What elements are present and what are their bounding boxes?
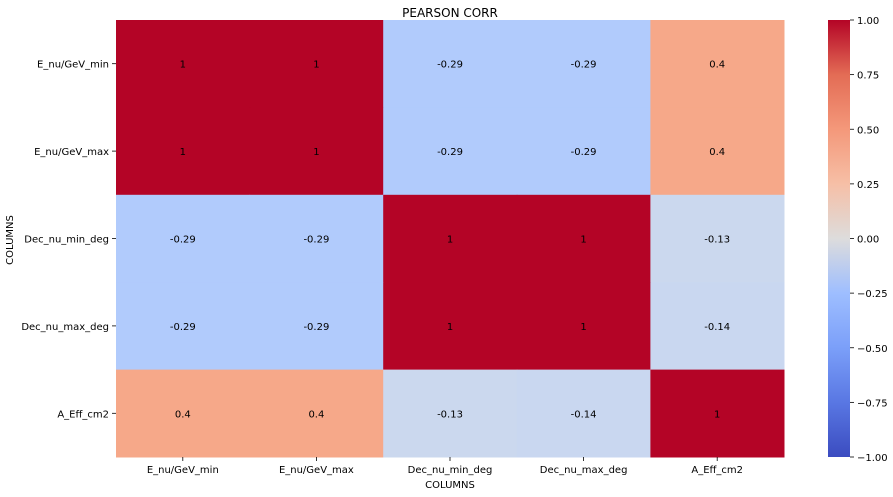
cell-value-label-r4-c3: -0.14	[571, 409, 597, 420]
heatmap-cell-r0-c4	[650, 20, 785, 108]
heatmap-cell-r2-c4	[650, 194, 785, 283]
colorbar-tick-label: −0.25	[857, 289, 888, 300]
x-tick-label: Dec_nu_max_deg	[540, 465, 628, 476]
y-tick-label: A_Eff_cm2	[57, 409, 109, 420]
heatmap-cell-r4-c2	[383, 369, 518, 458]
cell-value-label-r1-c4: 0.4	[709, 147, 725, 158]
y-tick-label: E_nu/GeV_max	[34, 147, 109, 158]
heatmap-cell-r2-c0	[116, 194, 251, 283]
heatmap-cell-r4-c0	[116, 369, 251, 458]
y-tick-label: Dec_nu_max_deg	[21, 322, 109, 333]
cell-value-label-r4-c2: -0.13	[437, 409, 463, 420]
heatmap-cell-r3-c1	[249, 282, 384, 371]
cell-value-label-r0-c0: 1	[180, 60, 186, 71]
heatmap-cell-r2-c1	[249, 194, 384, 283]
heatmap-cell-r0-c1	[249, 20, 384, 108]
heatmap-cell-r1-c1	[249, 107, 384, 196]
heatmap-cell-r3-c3	[516, 282, 651, 371]
heatmap-cell-r0-c3	[516, 20, 651, 108]
colorbar-tick-label: 0.00	[857, 235, 879, 246]
heatmap-cell-r2-c3	[516, 194, 651, 283]
y-axis-ticks: E_nu/GeV_min E_nu/GeV_max Dec_nu_min_deg De…	[21, 60, 116, 420]
colorbar-tick-label: 0.25	[857, 180, 879, 191]
heatmap-cell-r3-c2	[383, 282, 518, 371]
y-axis-label: COLUMNS	[5, 215, 16, 265]
colorbar-tick-label: −0.75	[857, 398, 888, 409]
colorbar-tick-label: 0.50	[857, 125, 879, 136]
cell-value-label-r2-c0: -0.29	[170, 235, 196, 246]
cell-value-label-r4-c1: 0.4	[308, 409, 324, 420]
cell-value-label-r1-c1: 1	[313, 147, 319, 158]
x-tick-label: Dec_nu_min_deg	[408, 465, 493, 476]
heatmap-cell-r4-c3	[516, 369, 651, 458]
cell-value-label-r1-c0: 1	[180, 147, 186, 158]
colorbar-tick-label: 1.00	[857, 16, 879, 27]
x-axis-label: COLUMNS	[425, 480, 475, 491]
cell-value-label-r0-c3: -0.29	[571, 60, 597, 71]
cell-value-label-r0-c4: 0.4	[709, 60, 725, 71]
x-axis-ticks: E_nu/GeV_min E_nu/GeV_max Dec_nu_min_deg De…	[147, 457, 743, 476]
cell-value-label-r2-c3: 1	[580, 235, 586, 246]
cell-value-label-r3-c2: 1	[447, 322, 453, 333]
heatmap-cell-r4-c1	[249, 369, 384, 458]
colorbar-ticks: 1.00 0.75 0.50 0.25 0.00 −0.25 −0.50 −0.75 −1.00	[850, 16, 888, 464]
x-tick-label: E_nu/GeV_max	[279, 465, 354, 476]
colorbar-tick-label: −1.00	[857, 453, 888, 464]
x-tick-label: E_nu/GeV_min	[147, 465, 219, 476]
heatmap-cell-r1-c2	[383, 107, 518, 196]
heatmap-cell-r3-c0	[116, 282, 251, 371]
x-tick-label: A_Eff_cm2	[691, 465, 743, 476]
cell-value-label-r3-c1: -0.29	[303, 322, 329, 333]
heatmap-cell-r0-c2	[383, 20, 518, 108]
cell-value-label-r2-c2: 1	[447, 235, 453, 246]
cell-value-label-r4-c4: 1	[714, 409, 720, 420]
cell-value-label-r2-c4: -0.13	[704, 235, 730, 246]
chart-title: PEARSON CORR	[402, 6, 498, 20]
colorbar	[828, 20, 850, 457]
cell-value-label-r0-c1: 1	[313, 60, 319, 71]
cell-value-label-r0-c2: -0.29	[437, 60, 463, 71]
heatmap-cell-labels: 1 1 -0.29 -0.29 0.4 1 1 -0.29 -0.29 0.4 -0.29 -0.29…	[170, 60, 730, 421]
heatmap-cell-r1-c4	[650, 107, 785, 196]
cell-value-label-r1-c2: -0.29	[437, 147, 463, 158]
heatmap-cell-r4-c4	[650, 369, 785, 458]
heatmap-cell-r1-c3	[516, 107, 651, 196]
y-tick-label: Dec_nu_min_deg	[24, 235, 109, 246]
heatmap-cell-r0-c0	[116, 20, 251, 108]
cell-value-label-r2-c1: -0.29	[303, 235, 329, 246]
cell-value-label-r1-c3: -0.29	[571, 147, 597, 158]
cell-value-label-r3-c3: 1	[580, 322, 586, 333]
heatmap-cell-r3-c4	[650, 282, 785, 371]
y-tick-label: E_nu/GeV_min	[37, 60, 109, 71]
heatmap-cells	[116, 20, 785, 458]
cell-value-label-r4-c0: 0.4	[175, 409, 191, 420]
cell-value-label-r3-c4: -0.14	[704, 322, 730, 333]
colorbar-tick-label: 0.75	[857, 71, 879, 82]
heatmap-cell-r1-c0	[116, 107, 251, 196]
colorbar-tick-label: −0.50	[857, 344, 888, 355]
heatmap-cell-r2-c2	[383, 194, 518, 283]
cell-value-label-r3-c0: -0.29	[170, 322, 196, 333]
